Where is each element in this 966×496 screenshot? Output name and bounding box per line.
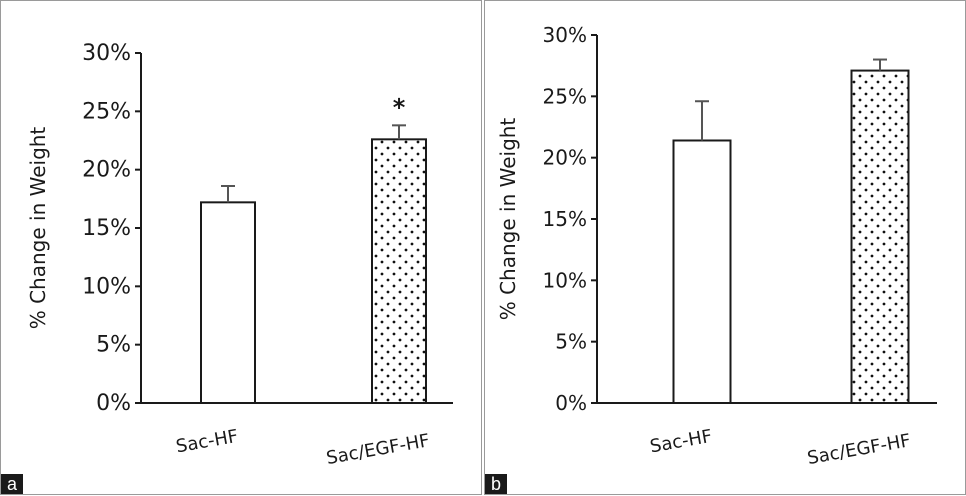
bar-b-1 (672, 139, 732, 404)
chart-panel-a: 0% 5% 10% 15% 20% 25% 30% % Change in Weight Sac… (0, 0, 482, 495)
bar-chart-a: 0% 5% 10% 15% 20% 25% 30% % Change in Weight Sac… (26, 41, 453, 469)
y-tick-label-a: 30% (82, 41, 131, 66)
y-tick-label-b: 10% (543, 268, 587, 292)
y-tick-label-b: 20% (543, 146, 587, 170)
y-tick-label-b: 15% (543, 207, 587, 231)
x-category-label-a-1: Sac-HF (174, 426, 239, 458)
chart-panel-b: 0% 5% 10% 15% 20% 25% 30% % Change in Weight Sac… (484, 0, 966, 495)
y-tick-label-b: 30% (543, 23, 587, 47)
y-tick-label-a: 25% (82, 99, 131, 124)
y-tick-label-b: 5% (555, 330, 587, 354)
bar-chart-b: 0% 5% 10% 15% 20% 25% 30% % Change in Weight Sac… (496, 23, 937, 469)
y-tick-label-a: 15% (82, 216, 131, 241)
y-tick-label-a: 20% (82, 158, 131, 183)
x-category-label-b-1: Sac-HF (648, 426, 713, 458)
y-tick-label-a: 0% (96, 391, 131, 416)
panel-label-b: b (485, 474, 507, 494)
x-category-label-a-2: Sac/EGF-HF (325, 430, 432, 469)
y-tick-label-a: 10% (82, 274, 131, 299)
y-tick-label-a: 5% (96, 333, 131, 358)
bar-a-1 (200, 201, 256, 404)
significance-marker-a: * (393, 93, 406, 121)
y-tick-label-b: 25% (543, 84, 587, 108)
y-tick-label-b: 0% (555, 391, 587, 415)
y-axis-title-a: % Change in Weight (26, 127, 50, 330)
panel-label-a: a (1, 474, 23, 494)
y-axis-title-b: % Change in Weight (496, 118, 520, 321)
bar-a-2 (371, 138, 427, 404)
x-category-label-b-2: Sac/EGF-HF (806, 430, 913, 469)
bar-b-2 (850, 69, 910, 404)
